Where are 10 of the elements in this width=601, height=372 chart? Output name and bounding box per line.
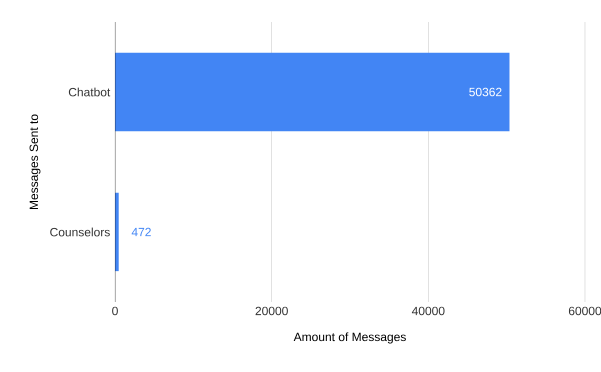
x-tick-label: 20000 — [256, 306, 288, 316]
data-label: 472 — [132, 228, 151, 236]
y-tick-label: Chatbot — [68, 88, 110, 96]
x-axis-title: Amount of Messages — [294, 332, 406, 344]
y-tick-label: Counselors — [50, 228, 110, 236]
x-tick-label: 40000 — [412, 306, 445, 316]
data-label: 50362 — [469, 88, 502, 96]
x-tick-label: 0 — [112, 306, 118, 316]
x-tick-label: 60000 — [568, 306, 601, 316]
y-axis-title: Messages Sent to — [30, 114, 40, 210]
